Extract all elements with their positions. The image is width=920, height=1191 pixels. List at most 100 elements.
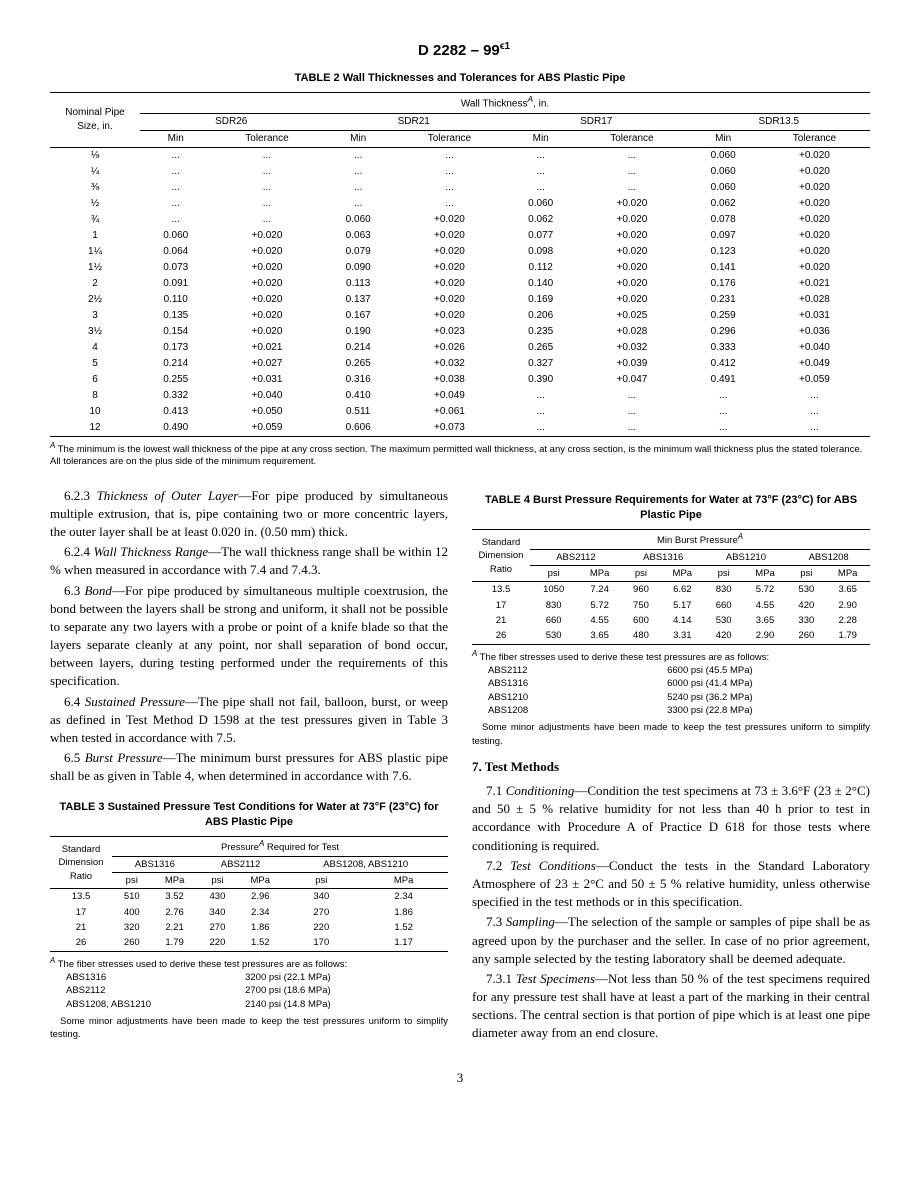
table3: Standard Dimension Ratio PressureA Requi… [50,836,448,951]
table2-subhead: Tolerance [576,130,687,147]
table-cell: 0.140 [505,276,576,292]
table2-footnote: A The minimum is the lowest wall thickne… [50,441,870,469]
table-cell: +0.020 [211,244,322,260]
table-cell: +0.028 [576,324,687,340]
table-cell: 0.097 [687,228,758,244]
para-6-3: 6.3 Bond—For pipe produced by simultaneo… [50,582,448,691]
table-cell: 0.062 [687,196,758,212]
table4-subhead: psi [622,566,660,582]
table-cell: ... [505,164,576,180]
table-cell: 0.078 [687,212,758,228]
table-cell: +0.020 [576,292,687,308]
stress-label: ABS1208 [484,704,663,717]
table-cell: ⅜ [50,180,140,196]
table-cell: 21 [472,613,530,628]
table-cell: ... [140,180,211,196]
table-cell: +0.032 [394,356,505,372]
table-cell: 320 [112,920,152,935]
table-cell: 0.060 [687,147,758,164]
table2-body: ⅛..................0.060+0.020¼.........… [50,147,870,436]
table-cell: ... [394,147,505,164]
table3-subhead: psi [283,873,359,889]
table-cell: 13.5 [50,889,112,905]
table-cell: 1.86 [237,920,283,935]
table-cell: +0.020 [759,212,870,228]
table-cell: 750 [622,598,660,613]
table-cell: 0.176 [687,276,758,292]
table-cell: +0.020 [759,228,870,244]
table3-subhead: psi [198,873,238,889]
table-cell: 0.173 [140,340,211,356]
table-row: 120.490+0.0590.606+0.073............ [50,420,870,437]
table-cell: +0.020 [576,244,687,260]
table-cell: ... [576,420,687,437]
table-cell: 2.90 [825,598,870,613]
table-cell: +0.061 [394,404,505,420]
table3-subhead: psi [112,873,152,889]
table-cell: 3.52 [152,889,198,905]
table-cell: +0.031 [211,372,322,388]
table-cell: 260 [112,935,152,951]
table-cell: +0.020 [759,244,870,260]
table-cell: +0.027 [211,356,322,372]
table-row: 174002.763402.342701.86 [50,905,448,920]
table2-group: SDR21 [322,113,504,130]
table-cell: ... [322,180,393,196]
table-cell: 0.112 [505,260,576,276]
table-cell: 0.167 [322,308,393,324]
table-cell: 960 [622,582,660,598]
table-cell: 0.490 [140,420,211,437]
table-row: ¾......0.060+0.0200.062+0.0200.078+0.020 [50,212,870,228]
table-cell: +0.020 [759,164,870,180]
table-cell: 0.214 [140,356,211,372]
table4-subhead: MPa [825,566,870,582]
table4-footnote: A The fiber stresses used to derive thes… [472,649,870,665]
table-cell: ... [140,147,211,164]
table2-supertitle: Wall ThicknessA, in. [140,93,870,113]
stress-value: 2700 psi (18.6 MPa) [241,984,460,997]
table-cell: 0.327 [505,356,576,372]
table-cell: +0.040 [211,388,322,404]
table-cell: ... [505,420,576,437]
table-cell: 2.28 [825,613,870,628]
table-cell: +0.020 [394,244,505,260]
table-cell: 220 [283,920,359,935]
para-7-3: 7.3 Sampling—The selection of the sample… [472,913,870,968]
table-cell: +0.020 [759,196,870,212]
table-cell: 270 [283,905,359,920]
table2-group: SDR13.5 [687,113,870,130]
stress-value: 3200 psi (22.1 MPa) [241,971,460,984]
table-cell: 530 [705,613,743,628]
table-cell: 3.31 [660,628,705,644]
table4: Standard Dimension Ratio Min Burst Press… [472,529,870,644]
table-cell: +0.025 [576,308,687,324]
table-cell: +0.020 [759,260,870,276]
table-cell: ... [211,180,322,196]
table4-supertitle: Min Burst PressureA [530,530,870,549]
table-cell: 0.060 [687,164,758,180]
table-cell: +0.038 [394,372,505,388]
table-cell: ... [394,180,505,196]
table-cell: 0.060 [505,196,576,212]
table-cell: ... [505,180,576,196]
table-cell: 0.255 [140,372,211,388]
table-cell: 530 [530,628,577,644]
table3-col0: Standard Dimension Ratio [50,837,112,889]
table-cell: ... [576,388,687,404]
table-cell: 4 [50,340,140,356]
table-cell: 0.113 [322,276,393,292]
table-cell: 1.52 [359,920,448,935]
table-cell: 13.5 [472,582,530,598]
para-7-1: 7.1 Conditioning—Condition the test spec… [472,782,870,855]
table2-groups-row: SDR26SDR21SDR17SDR13.5 [50,113,870,130]
table-cell: 430 [198,889,238,905]
table-cell: ... [687,404,758,420]
table-cell: 0.231 [687,292,758,308]
stress-value: 2140 psi (14.8 MPa) [241,998,460,1011]
table-cell: 3 [50,308,140,324]
table-cell: 420 [787,598,825,613]
table-cell: ... [322,147,393,164]
table-cell: 0.265 [322,356,393,372]
table-cell: +0.050 [211,404,322,420]
table-cell: +0.039 [576,356,687,372]
